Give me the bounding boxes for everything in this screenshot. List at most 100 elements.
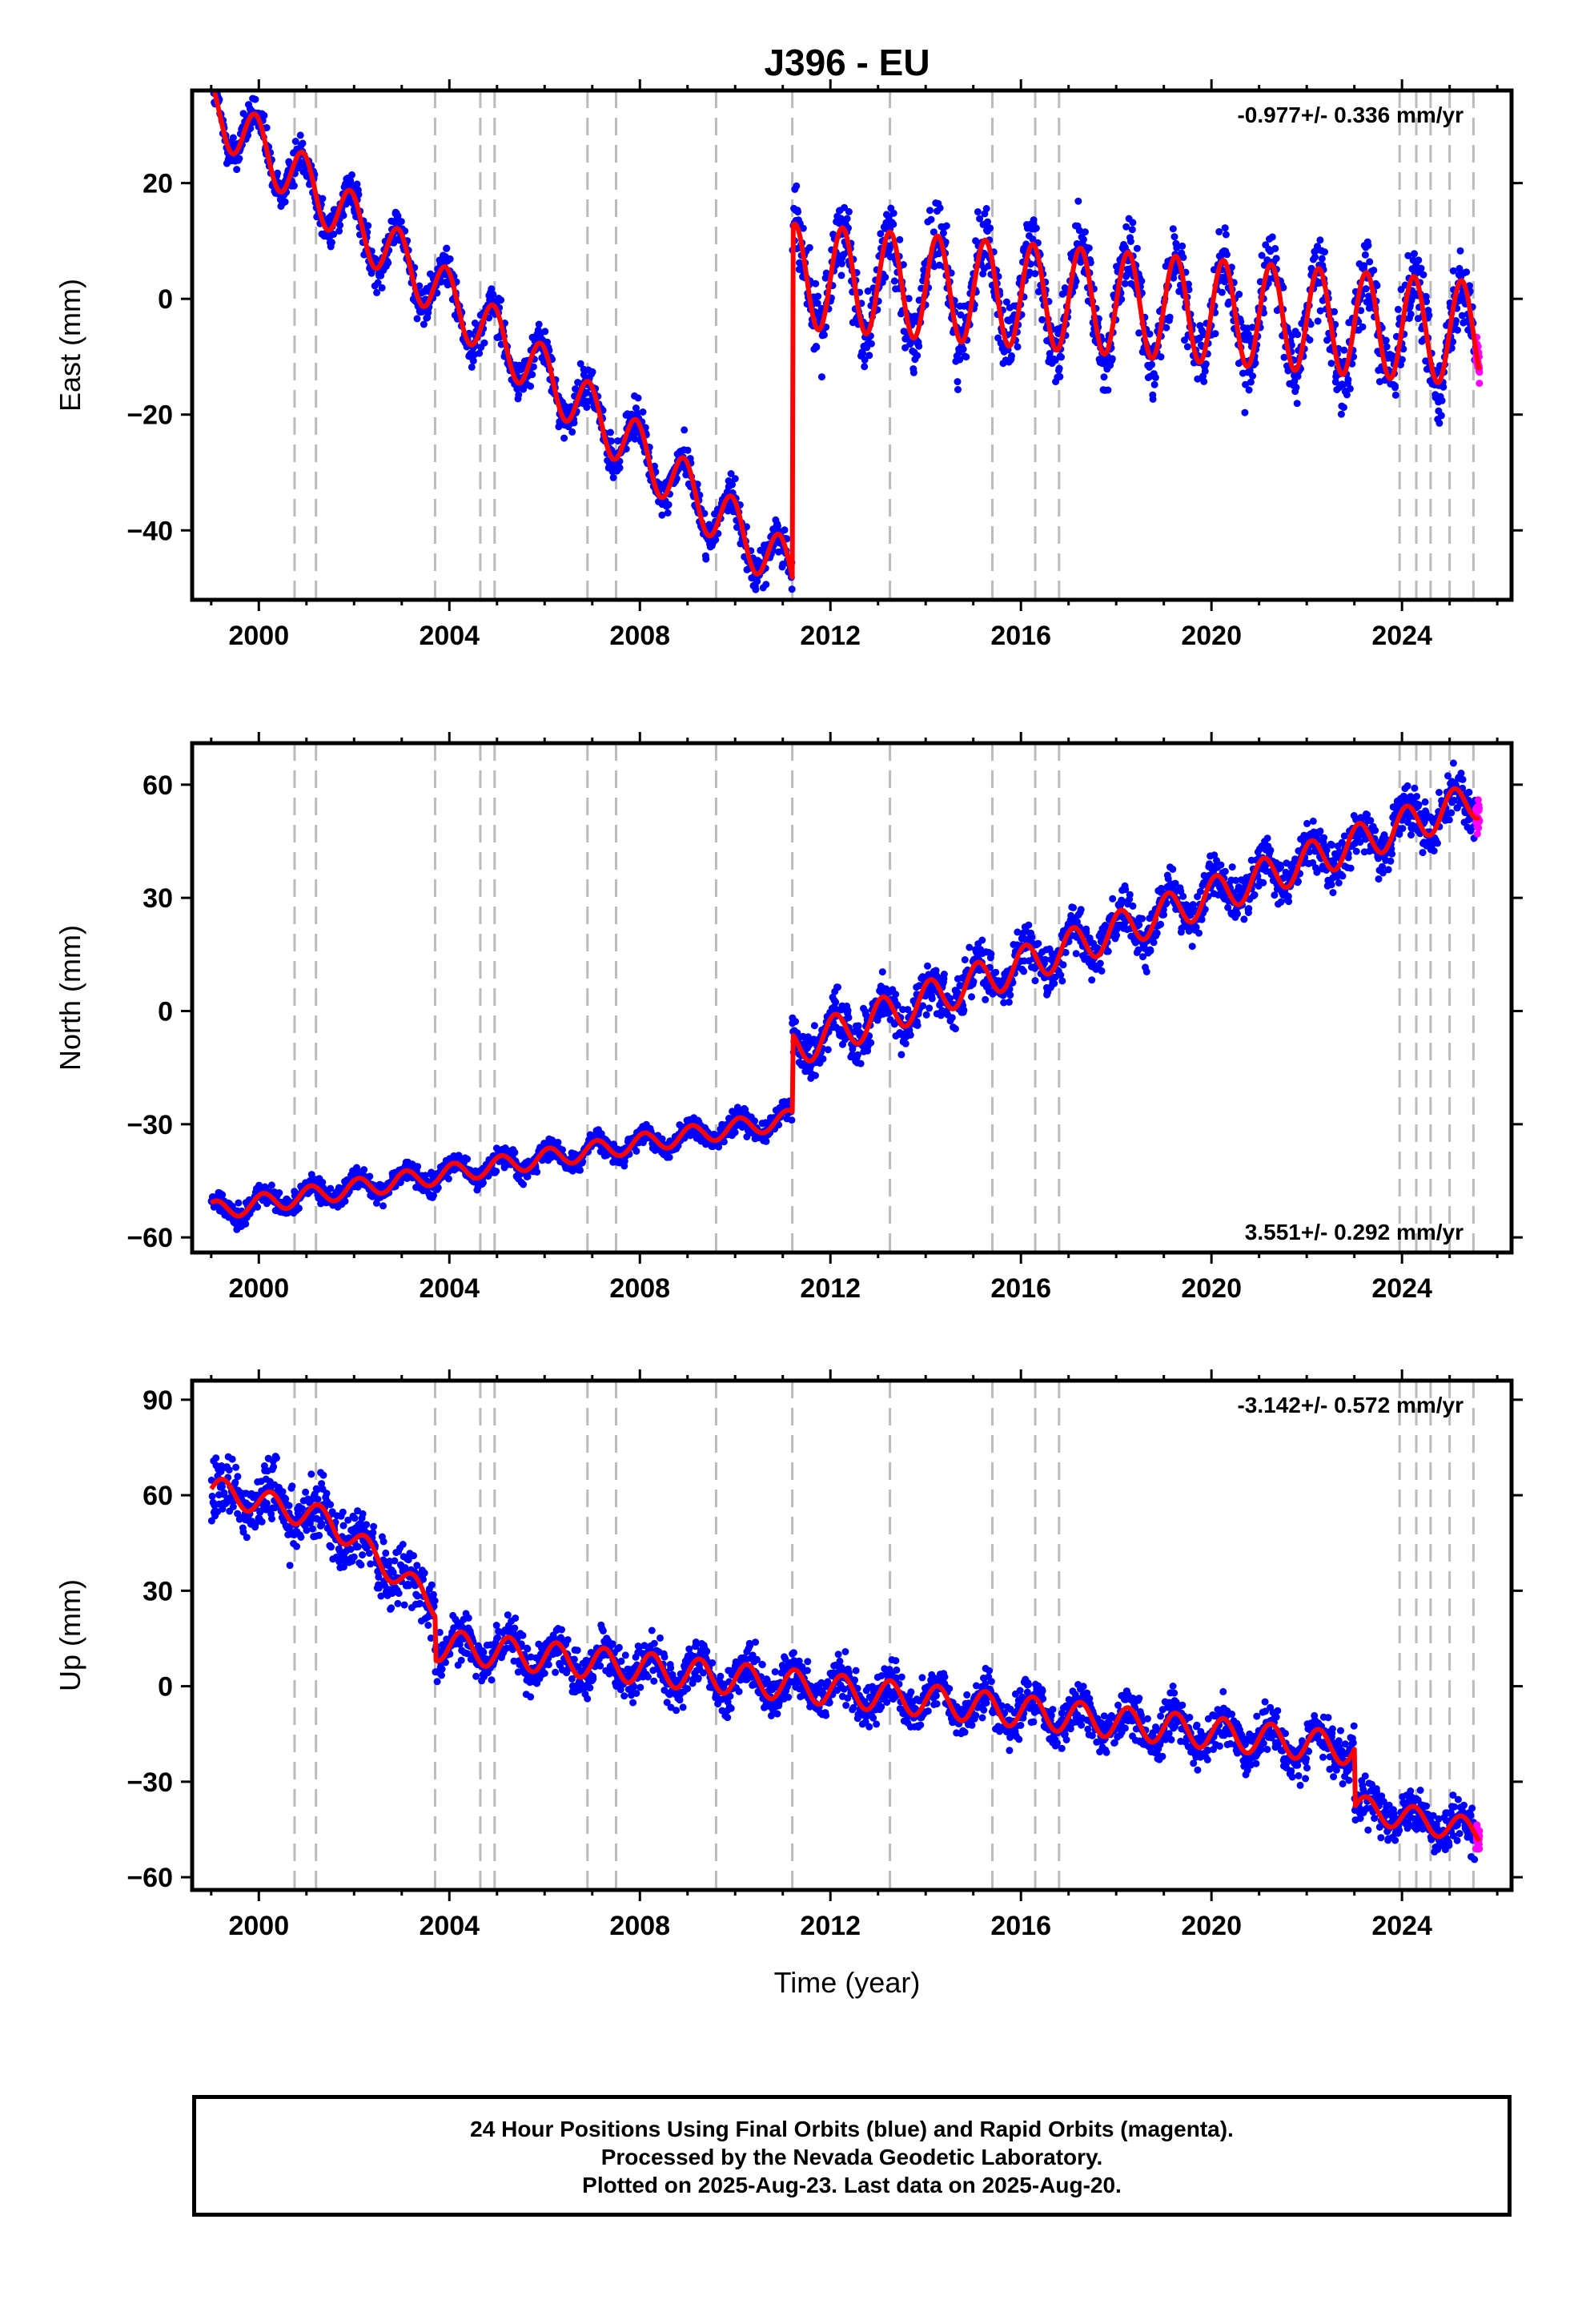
final-orbit-point (1129, 902, 1137, 910)
final-orbit-point (576, 1166, 584, 1174)
final-orbit-point (1458, 312, 1466, 320)
final-orbit-point (681, 426, 689, 434)
final-orbit-point (1437, 412, 1445, 420)
final-orbit-point (926, 1004, 934, 1012)
final-orbit-point (940, 971, 948, 978)
final-orbit-point (1391, 391, 1399, 399)
final-orbit-point (878, 968, 886, 976)
final-orbit-point (515, 391, 523, 399)
final-orbit-point (488, 285, 496, 293)
final-orbit-point (1098, 967, 1106, 975)
final-orbit-point (861, 356, 869, 364)
final-orbit-point (1104, 947, 1112, 955)
final-orbit-point (339, 211, 347, 219)
final-orbit-point (1074, 197, 1082, 205)
final-orbit-point (295, 1204, 303, 1212)
final-orbit-point (1031, 977, 1039, 985)
final-orbit-point (834, 983, 841, 991)
final-orbit-point (568, 428, 576, 436)
final-orbit-point (954, 378, 962, 386)
final-orbit-point (263, 124, 271, 131)
final-orbit-point (753, 577, 761, 585)
final-orbit-point (554, 1139, 562, 1146)
final-orbit-point (1223, 251, 1231, 259)
final-orbit-point (1128, 226, 1136, 234)
final-orbit-point (1100, 373, 1108, 381)
final-orbit-point (583, 404, 591, 412)
final-orbit-point (535, 320, 543, 328)
final-orbit-point (296, 131, 304, 139)
final-orbit-point (984, 218, 991, 226)
final-orbit-point (1366, 258, 1374, 266)
final-orbit-point (480, 339, 488, 347)
final-orbit-point (956, 356, 964, 364)
final-orbit-point (1126, 891, 1134, 899)
final-orbit-point (896, 235, 904, 243)
final-orbit-point (1449, 338, 1457, 346)
final-orbit-point (832, 998, 840, 1006)
final-orbit-point (209, 70, 216, 78)
final-orbit-point (1271, 244, 1279, 252)
final-orbit-point (421, 1172, 429, 1180)
final-orbit-point (430, 1192, 437, 1200)
final-orbit-point (1058, 290, 1066, 298)
final-orbit-point (982, 995, 990, 1003)
final-orbit-point (1088, 976, 1096, 984)
final-orbit-point (209, 72, 216, 79)
final-orbit-point (970, 978, 978, 986)
final-orbit-point (1221, 224, 1229, 232)
final-orbit-point (632, 1147, 640, 1155)
final-orbit-point (319, 195, 327, 203)
final-orbit-point (729, 480, 736, 489)
final-orbit-point (1173, 243, 1181, 251)
final-orbit-point (1362, 285, 1370, 293)
final-orbit-point (397, 218, 405, 226)
final-orbit-point (899, 261, 907, 268)
final-orbit-point (1056, 372, 1064, 380)
final-orbit-point (366, 1172, 374, 1180)
final-orbit-point (861, 363, 869, 371)
final-orbit-point (922, 1011, 930, 1019)
final-orbit-point (319, 1178, 327, 1186)
final-orbit-point (1314, 317, 1322, 325)
final-orbit-point (1292, 384, 1300, 392)
final-orbit-point (327, 239, 335, 247)
final-orbit-point (1398, 356, 1406, 364)
final-orbit-point (360, 1166, 368, 1174)
final-orbit-point (560, 434, 568, 442)
final-orbit-point (608, 437, 616, 445)
plot-frame (190, 88, 1514, 602)
final-orbit-point (443, 244, 451, 252)
final-orbit-point (404, 1175, 411, 1182)
x-tick-label: 2016 (990, 621, 1051, 651)
final-orbit-point (1240, 915, 1248, 923)
final-orbit-point (1249, 372, 1257, 380)
final-orbit-point (762, 1137, 770, 1145)
final-orbit-point (1277, 898, 1285, 906)
final-orbit-point (492, 1168, 500, 1176)
final-orbit-point (1360, 262, 1368, 270)
final-orbit-point (1452, 317, 1460, 324)
final-orbit-point (913, 1022, 921, 1029)
final-orbit-point (1241, 408, 1249, 416)
final-orbit-point (1435, 419, 1443, 427)
final-orbit-point (464, 1155, 472, 1163)
x-tick-label: 2008 (609, 621, 670, 651)
final-orbit-point (920, 266, 928, 274)
final-orbit-point (1201, 367, 1209, 375)
final-orbit-point (812, 279, 820, 287)
final-orbit-point (915, 342, 923, 350)
final-orbit-point (837, 271, 845, 279)
final-orbit-point (586, 397, 594, 405)
final-orbit-point (1202, 360, 1210, 368)
final-orbit-point (715, 1143, 723, 1151)
final-orbit-point (1150, 939, 1158, 947)
final-orbit-point (1146, 330, 1154, 338)
final-orbit-point (1361, 251, 1369, 259)
final-orbit-point (1151, 373, 1159, 381)
final-orbit-point (1169, 865, 1177, 873)
y-tick-label: −40 (126, 516, 173, 546)
final-orbit-point (341, 1197, 349, 1205)
final-orbit-point (1287, 341, 1295, 349)
